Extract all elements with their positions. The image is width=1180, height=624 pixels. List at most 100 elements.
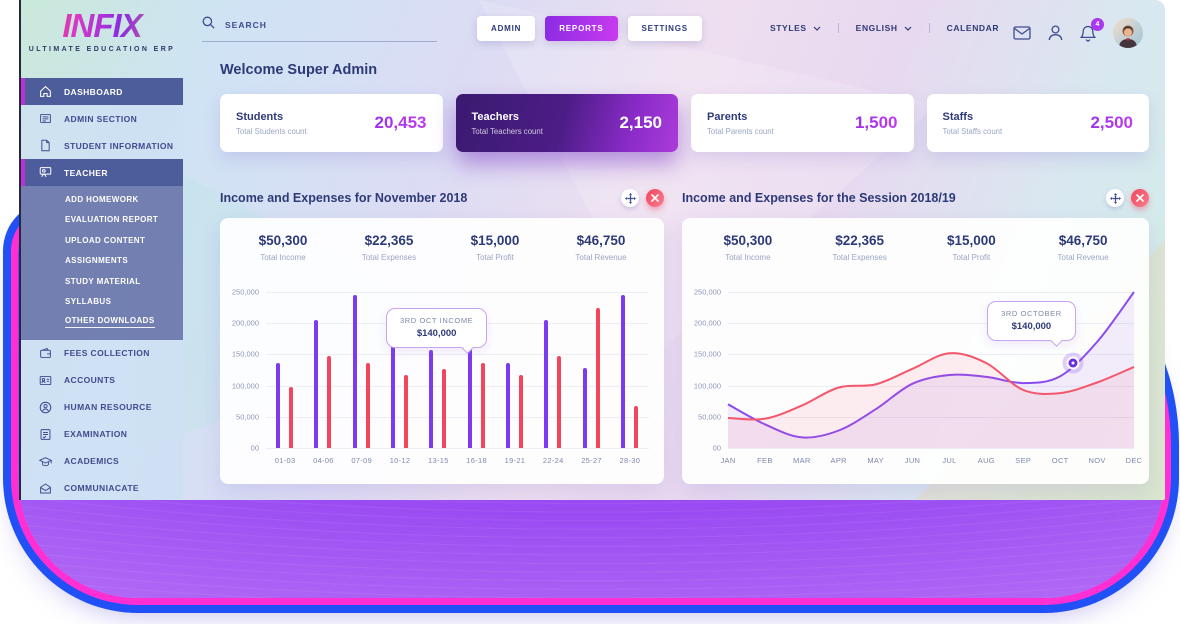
stat-card-students[interactable]: Students Total Students count 20,453 — [220, 94, 443, 152]
header-link-styles[interactable]: STYLES — [753, 23, 839, 33]
gridline — [728, 416, 1134, 418]
sidebar-item-label: ADMIN SECTION — [64, 113, 138, 124]
sidebar-item-communiacate[interactable]: COMMUNIACATE — [21, 475, 183, 501]
sidebar-subitem-other-downloads[interactable]: OTHER DOWNLOADS — [21, 312, 183, 333]
sidebar-subitem-study-material[interactable]: STUDY MATERIAL — [65, 276, 141, 286]
stat-card-teachers[interactable]: Teachers Total Teachers count 2,150 — [455, 94, 678, 152]
expenses-bar[interactable] — [595, 307, 600, 448]
x-axis-tick: AUG — [977, 456, 995, 465]
income-bar[interactable] — [276, 362, 281, 448]
x-axis-tick: NOV — [1088, 456, 1106, 465]
brand-tagline: ULTIMATE EDUCATION ERP — [28, 46, 176, 54]
gridline — [728, 385, 1134, 387]
income-bar[interactable] — [352, 295, 357, 448]
gridline — [266, 292, 649, 293]
close-icon[interactable] — [1131, 189, 1149, 207]
x-axis-tick: DEC — [1125, 456, 1143, 465]
y-axis-tick: 150,000 — [231, 349, 259, 359]
sidebar-submenu: ADD HOMEWORK EVALUATION REPORT UPLOAD CONT… — [21, 186, 183, 340]
id-card-icon — [39, 374, 52, 387]
chevron-down-icon — [813, 23, 821, 33]
sidebar-subitem-syllabus[interactable]: SYLLABUS — [65, 297, 112, 307]
stat-card-parents[interactable]: Parents Total Parents count 1,500 — [691, 94, 914, 152]
app-window: INFIX ULTIMATE EDUCATION ERP ADMIN REPORT… — [19, 0, 1165, 500]
expenses-area — [728, 353, 1134, 448]
close-icon[interactable] — [646, 189, 664, 207]
x-axis-tick: JAN — [720, 456, 736, 465]
header-link-english[interactable]: ENGLISH — [839, 23, 930, 33]
bell-icon[interactable]: 4 — [1080, 17, 1104, 42]
expenses-bar[interactable] — [365, 362, 370, 448]
home-icon — [39, 85, 52, 98]
income-bar[interactable] — [544, 320, 549, 448]
gridline — [728, 323, 1134, 325]
header-link-calendar[interactable]: CALENDAR — [946, 23, 1000, 33]
drag-move-icon[interactable] — [1106, 189, 1124, 207]
user-icon[interactable] — [1048, 25, 1063, 41]
x-axis-tick: OCT — [1051, 456, 1069, 465]
expenses-bar[interactable] — [518, 375, 523, 448]
sidebar-item-fees-collection[interactable]: FEES COLLECTION — [21, 340, 183, 367]
income-bar[interactable] — [620, 295, 625, 448]
x-axis-tick: 10-12 — [389, 456, 411, 465]
income-area — [728, 292, 1134, 448]
x-axis-tick: SEP — [1015, 456, 1032, 465]
sidebar-item-admin-section[interactable]: ADMIN SECTION — [21, 105, 183, 132]
sidebar-subitem-add-homework[interactable]: ADD HOMEWORK — [65, 194, 139, 204]
nav-button-reports[interactable]: REPORTS — [545, 16, 618, 41]
x-axis-tick: 16-18 — [466, 456, 487, 465]
data-point-marker[interactable] — [1068, 358, 1078, 367]
sidebar-item-label: TEACHER — [64, 167, 108, 178]
mail-icon[interactable] — [1013, 26, 1031, 40]
stat-cards-row: Students Total Students count 20,453 Teache… — [220, 94, 1149, 152]
chart-stat-total-income: $50,300 Total Income — [258, 233, 308, 262]
bar-chart-plot[interactable]: 250,000 200,000 150,000 100,000 50,000 00 01-0… — [232, 288, 649, 465]
brand-logo[interactable]: INFIX ULTIMATE EDUCATION ERP — [21, 7, 183, 54]
sidebar-subitem-assignments[interactable]: ASSIGNMENTS — [65, 256, 129, 266]
income-line[interactable] — [727, 291, 1135, 439]
expenses-bar[interactable] — [633, 405, 638, 448]
income-bar[interactable] — [505, 362, 510, 448]
expenses-bar[interactable] — [289, 387, 294, 448]
chart-stat-total-expenses: $22,365 Total Expenses — [832, 233, 887, 262]
line-chart-plot[interactable]: 250,000 200,000 150,000 100,000 50,000 00 JAN F… — [694, 288, 1142, 466]
income-bar[interactable] — [314, 320, 319, 448]
x-axis-tick: JUL — [942, 456, 957, 465]
sidebar-item-label: ACADEMICS — [64, 456, 120, 466]
expenses-line[interactable] — [727, 352, 1135, 421]
income-bar[interactable] — [467, 338, 472, 448]
search-bar[interactable] — [202, 16, 437, 42]
line-chart-card: $50,300 Total Income $22,365 Total Expenses… — [682, 218, 1149, 484]
expenses-bar[interactable] — [557, 356, 562, 448]
y-axis-tick: 200,000 — [693, 318, 721, 328]
sidebar-item-dashboard[interactable]: DASHBOARD — [21, 78, 183, 105]
bar-chart-card: $50,300 Total Income $22,365 Total Expenses… — [220, 218, 664, 484]
y-axis-tick: 00 — [712, 443, 721, 453]
expenses-bar[interactable] — [327, 356, 332, 448]
envelope-open-icon — [39, 482, 52, 495]
expenses-bar[interactable] — [404, 375, 409, 448]
sidebar-item-student-information[interactable]: STUDENT INFORMATION — [21, 132, 183, 159]
avatar[interactable] — [1113, 18, 1143, 48]
sidebar-subitem-evaluation-report[interactable]: EVALUATION REPORT — [65, 215, 159, 225]
income-bar[interactable] — [429, 350, 434, 448]
nav-button-settings[interactable]: SETTINGS — [627, 16, 702, 41]
sidebar-item-academics[interactable]: ACADEMICS — [21, 448, 183, 475]
drag-move-icon[interactable] — [621, 189, 639, 207]
nav-button-admin[interactable]: ADMIN — [477, 16, 536, 41]
sidebar-subitem-upload-content[interactable]: UPLOAD CONTENT — [65, 235, 146, 245]
search-input[interactable] — [225, 20, 437, 30]
sidebar-item-accounts[interactable]: ACCOUNTS — [21, 367, 183, 394]
stat-card-staffs[interactable]: Staffs Total Staffs count 2,500 — [926, 94, 1149, 152]
sidebar-item-examination[interactable]: EXAMINATION — [21, 421, 183, 448]
expenses-bar[interactable] — [442, 368, 447, 448]
y-axis-tick: 50,000 — [698, 412, 721, 422]
sidebar-item-teacher[interactable]: TEACHER — [21, 159, 183, 186]
gridline — [266, 448, 649, 449]
chart-stats-row: $50,300 Total Income $22,365 Total Expenses… — [220, 218, 664, 262]
expenses-bar[interactable] — [480, 362, 485, 448]
income-bar[interactable] — [582, 368, 587, 448]
x-axis-tick: 13-15 — [428, 456, 449, 465]
sidebar-item-human-resource[interactable]: HUMAN RESOURCE — [21, 394, 183, 421]
income-bar[interactable] — [391, 341, 396, 448]
